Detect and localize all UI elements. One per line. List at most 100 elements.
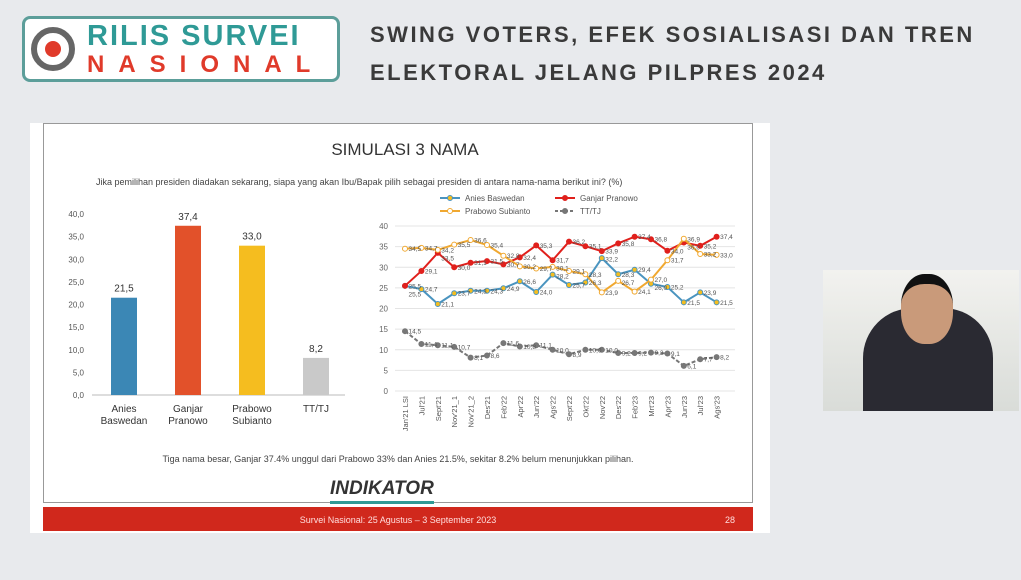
data-point — [533, 289, 540, 295]
data-label: 26,7 — [622, 280, 635, 287]
data-label: 14,5 — [409, 329, 422, 336]
data-label: 21,5 — [687, 300, 700, 307]
presenter-video[interactable] — [823, 270, 1019, 411]
data-label: 37,4 — [720, 234, 733, 241]
data-label: 25,5 — [409, 283, 422, 290]
data-label: 8,2 — [720, 355, 729, 362]
bar-category-label: Prabowo — [232, 404, 272, 415]
line-x-tick: Jul'23 — [696, 396, 705, 415]
data-label: 29,1 — [425, 268, 438, 275]
data-point — [402, 245, 408, 252]
bar-category-label: TT/TJ — [303, 404, 329, 415]
data-point — [615, 271, 622, 278]
line-y-tick: 15 — [379, 325, 388, 334]
data-point — [664, 257, 671, 264]
data-label: 33,5 — [441, 255, 454, 262]
data-point — [418, 340, 425, 347]
data-label: 21,1 — [441, 301, 454, 308]
data-point — [582, 279, 589, 286]
line-y-tick: 30 — [379, 263, 388, 272]
data-point — [516, 343, 523, 350]
legend-label: Prabowo Subianto — [465, 207, 531, 216]
line-x-tick: Feb'22 — [499, 396, 508, 419]
data-point — [631, 233, 638, 240]
data-label: 32,2 — [605, 257, 618, 264]
data-label: 23,7 — [458, 291, 471, 298]
bar-category-label: Baswedan — [101, 416, 148, 427]
data-point — [516, 254, 523, 261]
legend-marker — [447, 208, 453, 214]
data-point — [582, 346, 589, 353]
data-label: 8,1 — [474, 355, 483, 362]
data-point — [713, 233, 720, 240]
line-x-tick: Des'21 — [483, 396, 492, 419]
slide-note: Tiga nama besar, Ganjar 37.4% unggul dar… — [162, 454, 634, 464]
logo-target-icon — [31, 27, 75, 71]
data-label: 9,3 — [655, 350, 664, 357]
data-point — [631, 288, 638, 295]
data-label: 35,2 — [704, 243, 717, 250]
data-label: 8,6 — [491, 353, 500, 360]
survey-logo: RILIS SURVEI NASIONAL — [22, 16, 340, 82]
data-point — [533, 342, 540, 349]
data-point — [631, 266, 638, 273]
data-point — [697, 242, 704, 249]
data-label: 21,5 — [720, 300, 733, 307]
data-point — [615, 350, 622, 357]
data-label: 30,7 — [507, 262, 520, 269]
data-point — [680, 362, 687, 369]
line-x-tick: Apr'22 — [516, 396, 525, 417]
data-label: 24,7 — [425, 287, 438, 294]
data-label: 30,2 — [523, 264, 536, 271]
data-point — [615, 240, 622, 247]
logo-line2: NASIONAL — [87, 51, 325, 78]
data-label: 37,4 — [638, 234, 651, 241]
data-point — [697, 356, 704, 363]
data-point — [418, 244, 425, 251]
data-point — [467, 237, 474, 244]
slide — [30, 123, 770, 533]
data-point — [549, 346, 556, 353]
data-label: 7,7 — [704, 357, 713, 364]
bar-y-tick: 10,0 — [68, 346, 84, 355]
data-point — [451, 343, 458, 350]
bar-value-label: 37,4 — [178, 212, 198, 223]
bar-y-tick: 20,0 — [68, 301, 84, 310]
data-label: 35,4 — [491, 242, 504, 249]
data-point — [582, 243, 589, 250]
data-point — [648, 236, 654, 243]
data-point — [598, 248, 605, 255]
data-point — [713, 354, 720, 361]
data-point — [598, 346, 605, 353]
bar-y-tick: 0,0 — [73, 391, 85, 400]
data-label: 24,9 — [507, 286, 520, 293]
data-label: 10,0 — [605, 347, 618, 354]
bar — [175, 225, 201, 395]
page-title-line2: ELEKTORAL JELANG PILPRES 2024 — [370, 60, 827, 85]
data-point — [566, 238, 572, 245]
slide-footer: Survei Nasional: 25 Agustus – 3 Septembe… — [43, 507, 753, 531]
line-x-tick: Ags'23 — [713, 396, 722, 419]
data-label: 23,9 — [605, 290, 618, 297]
data-label: 35,1 — [589, 244, 602, 251]
data-label: 25,7 — [573, 282, 586, 289]
line-x-tick: Nov'22 — [598, 396, 607, 419]
line-x-tick: Nov'21_2 — [467, 396, 476, 427]
legend-marker — [562, 208, 568, 214]
data-label: 24,3 — [491, 288, 504, 295]
data-label: 24,0 — [540, 290, 553, 297]
data-point — [451, 290, 458, 297]
data-label: 10,8 — [523, 344, 536, 351]
data-label: 36,6 — [474, 238, 487, 245]
data-label: 9,2 — [638, 351, 647, 358]
data-point — [664, 247, 671, 254]
data-label: 36,0 — [687, 244, 700, 251]
data-label: 35,5 — [458, 242, 471, 249]
series-line — [404, 330, 717, 367]
data-label: 36,9 — [687, 236, 700, 243]
footer-date: Survei Nasional: 25 Agustus – 3 Septembe… — [299, 515, 497, 525]
data-point — [484, 287, 490, 294]
line-x-tick: Jun'22 — [532, 396, 541, 418]
data-point — [713, 251, 720, 258]
line-x-tick: Ags'22 — [549, 396, 558, 419]
